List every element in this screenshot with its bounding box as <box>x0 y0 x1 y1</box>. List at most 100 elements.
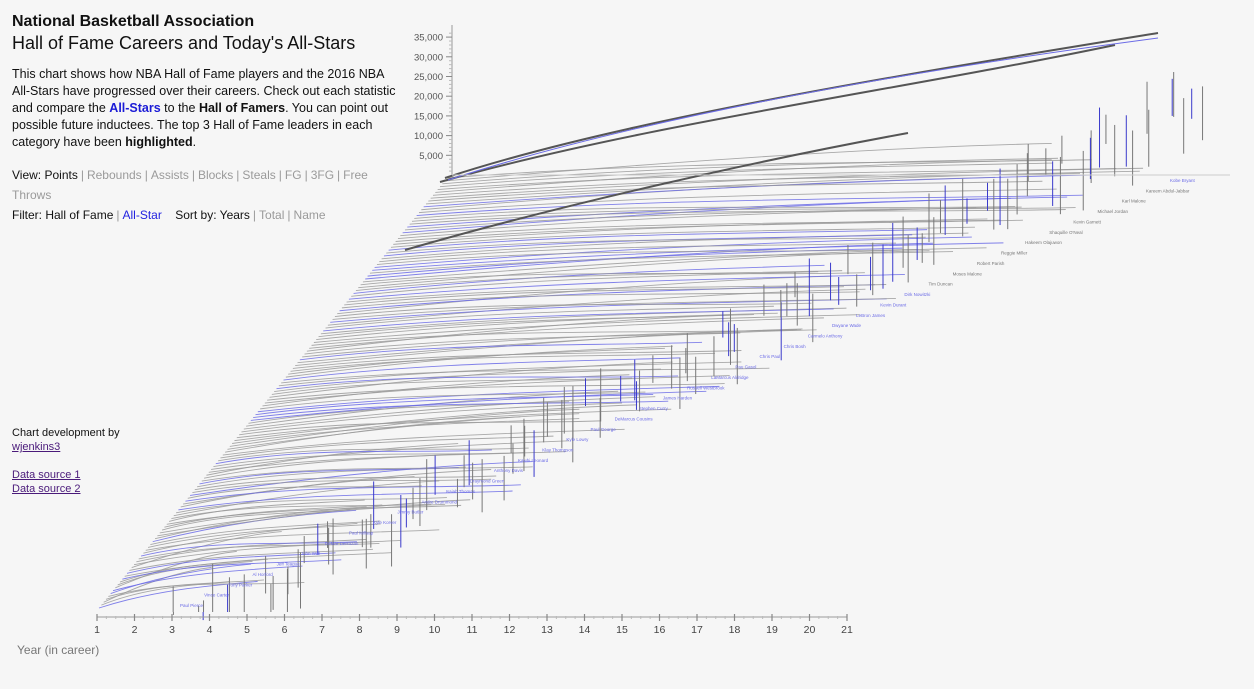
player-label[interactable]: John Wall <box>301 551 321 556</box>
player-label[interactable]: Anthony Davis <box>494 468 524 473</box>
career-curves <box>98 32 1159 609</box>
player-label[interactable]: Karl Malone <box>1122 199 1147 204</box>
x-tick-label: 4 <box>207 624 213 636</box>
sort-option-years[interactable]: Years <box>219 208 250 222</box>
player-label[interactable]: Isaiah Thomas <box>446 489 476 494</box>
player-label[interactable]: Jeff Teague <box>277 562 301 567</box>
player-label[interactable]: Michael Jordan <box>1098 209 1129 214</box>
sort-option-name[interactable]: Name <box>293 208 326 222</box>
career-curve <box>309 317 824 349</box>
player-label[interactable]: Russell Westbrook <box>687 385 725 390</box>
x-tick-label: 6 <box>282 624 288 636</box>
author-link[interactable]: wjenkins3 <box>12 441 61 453</box>
player-label[interactable]: Chris Bosh <box>784 344 807 349</box>
highlighted-term: highlighted <box>125 135 193 149</box>
x-tick-label: 21 <box>841 624 853 636</box>
career-curve <box>173 480 440 517</box>
player-label[interactable]: Paul George <box>590 427 616 432</box>
career-curve <box>267 383 725 401</box>
view-option-blocks[interactable]: Blocks <box>197 168 234 182</box>
x-axis: 1 2 3 4 5 6 7 8 9 10 11 12 13 14 15 16 17 18 19 20 21 <box>94 614 853 636</box>
career-curve <box>126 552 336 574</box>
view-option-free-throws[interactable]: Free Throws <box>12 168 368 202</box>
view-option-fg[interactable]: FG <box>284 168 302 182</box>
x-tick-label: 14 <box>579 624 591 636</box>
page-title: National Basketball Association <box>12 13 255 30</box>
filter-option-all-star[interactable]: All-Star <box>122 208 162 222</box>
view-option-points[interactable]: Points <box>44 168 78 182</box>
player-label[interactable]: Kawhi Leonard <box>518 458 549 463</box>
credits: Chart development by wjenkins3 Data sour… <box>12 426 120 496</box>
player-label[interactable]: Paul Millsap <box>349 530 374 535</box>
highlighted-career-curve <box>439 44 1116 183</box>
player-label[interactable]: Hakeem Olajuwon <box>1025 240 1062 245</box>
career-curve <box>159 503 446 534</box>
career-curve <box>138 542 380 560</box>
view-option-assists[interactable]: Assists <box>150 168 189 182</box>
career-curve <box>150 520 381 545</box>
y-axis: 5,000 10,000 15,000 20,000 25,000 30,000 35,00… <box>414 25 1230 176</box>
player-label[interactable]: Draymond Green <box>470 479 505 484</box>
player-label[interactable]: Kareem Abdul-Jabbar <box>1146 188 1190 193</box>
view-option-3fg[interactable]: 3FG <box>310 168 335 182</box>
highlighted-career-curve <box>404 132 909 251</box>
view-option-steals[interactable]: Steals <box>242 168 276 182</box>
player-label[interactable]: Al Horford <box>252 572 273 577</box>
career-curve <box>269 361 673 398</box>
career-curve <box>124 552 392 577</box>
player-label[interactable]: Kyle Korver <box>373 520 397 525</box>
career-curve <box>425 170 1140 205</box>
sort-option-total[interactable]: Total <box>259 208 285 222</box>
player-label[interactable]: Paul Pierce <box>180 603 204 608</box>
career-curve <box>187 485 422 499</box>
player-label[interactable]: DeMar DeRozan <box>325 541 359 546</box>
player-label[interactable]: Klay Thompson <box>542 448 574 453</box>
player-label[interactable]: Tim Duncan <box>929 282 954 287</box>
player-label[interactable]: Stephen Curry <box>639 406 669 411</box>
career-curve <box>416 194 1083 216</box>
player-label[interactable]: Chris Paul <box>760 354 781 359</box>
player-label[interactable]: Robert Parish <box>977 261 1005 266</box>
player-label[interactable]: Carmelo Anthony <box>808 333 843 338</box>
career-curve <box>390 226 975 248</box>
player-label[interactable]: Jimmy Butler <box>397 510 424 515</box>
player-label[interactable]: DeMarcus Cousins <box>615 416 654 421</box>
player-label[interactable]: James Harden <box>663 396 693 401</box>
career-drops <box>172 72 1204 621</box>
career-curve <box>439 162 1053 188</box>
player-label[interactable]: Kobe Bryant <box>1170 178 1196 183</box>
player-label[interactable]: Vince Carter <box>204 593 229 598</box>
view-option-rebounds[interactable]: Rebounds <box>86 168 142 182</box>
x-tick-label: 18 <box>729 624 741 636</box>
player-label[interactable]: Andre Drummond <box>421 499 457 504</box>
player-label[interactable]: Moses Malone <box>953 271 983 276</box>
player-label[interactable]: Dwyane Wade <box>832 323 862 328</box>
data-source-1-link[interactable]: Data source 1 <box>12 469 81 481</box>
career-curve <box>306 314 730 352</box>
x-tick-label: 5 <box>244 624 250 636</box>
career-curve <box>190 461 533 496</box>
career-curve <box>236 408 672 439</box>
player-label[interactable]: Tony Parker <box>228 582 253 587</box>
career-curve <box>304 332 741 355</box>
career-curve <box>129 548 373 571</box>
career-curve <box>161 509 350 531</box>
career-curve <box>316 312 778 341</box>
career-curve <box>147 523 381 548</box>
career-curve <box>171 503 432 519</box>
career-curve <box>285 345 673 378</box>
player-label[interactable]: LaMarcus Aldridge <box>711 375 749 380</box>
player-label[interactable]: Shaquille O'Neal <box>1049 230 1082 235</box>
player-label[interactable]: Kevin Garnett <box>1073 219 1101 224</box>
player-label[interactable]: Kyle Lowry <box>566 437 589 442</box>
player-label[interactable]: LeBron James <box>856 313 886 318</box>
highlighted-career-curve <box>444 32 1159 179</box>
player-label[interactable]: Kevin Durant <box>880 302 907 307</box>
filter-option-hall-of-fame[interactable]: Hall of Fame <box>45 208 114 222</box>
career-curve <box>337 275 832 315</box>
data-source-2-link[interactable]: Data source 2 <box>12 483 81 495</box>
career-curve <box>299 341 703 361</box>
player-label[interactable]: Pau Gasol <box>735 365 756 370</box>
player-label[interactable]: Reggie Miller <box>1001 251 1028 256</box>
player-label[interactable]: Dirk Nowitzki <box>904 292 930 297</box>
